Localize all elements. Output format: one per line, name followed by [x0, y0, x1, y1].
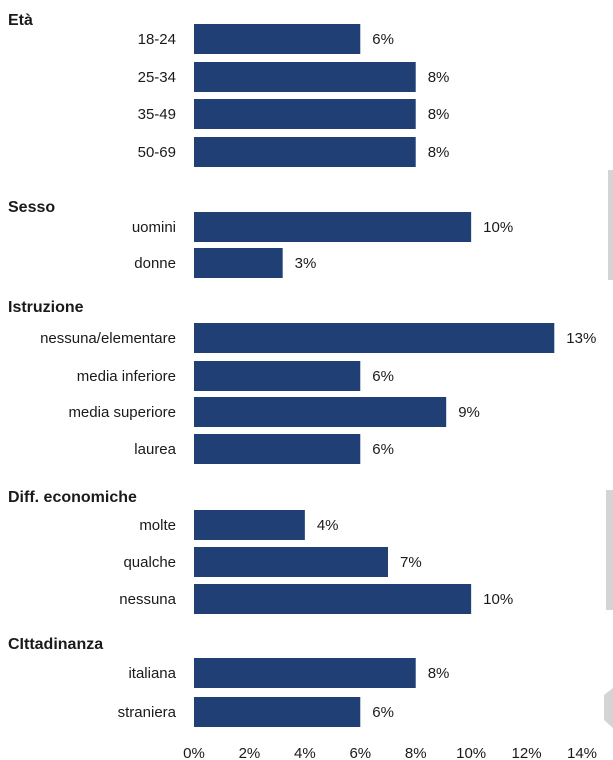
bar-group: CIttadinanza italiana 8% straniera 6% — [8, 636, 449, 727]
category-label: molte — [139, 517, 176, 534]
category-label: 25-34 — [138, 69, 176, 86]
x-tick-label: 6% — [349, 745, 371, 760]
x-tick-label: 14% — [567, 745, 597, 760]
bar — [194, 248, 283, 278]
category-label: nessuna/elementare — [40, 330, 176, 347]
category-label: straniera — [118, 704, 177, 721]
category-label: donne — [134, 255, 176, 272]
data-label: 6% — [372, 31, 394, 48]
bar — [194, 584, 472, 614]
x-tick-label: 0% — [183, 745, 205, 760]
x-axis: 0% 2% 4% 6% 8% 10% 12% 14% — [183, 745, 597, 760]
category-label: 18-24 — [138, 31, 176, 48]
data-label: 6% — [372, 368, 394, 385]
bar-group: Sesso uomini 10% donne 3% — [8, 199, 513, 278]
group-title: CIttadinanza — [8, 636, 103, 653]
bar — [194, 397, 447, 427]
bar — [194, 323, 555, 353]
x-tick-label: 10% — [456, 745, 486, 760]
group-title: Diff. economiche — [8, 489, 137, 506]
data-label: 8% — [428, 69, 450, 86]
bar — [194, 137, 416, 167]
category-label: uomini — [132, 219, 176, 236]
x-tick-label: 12% — [512, 745, 542, 760]
data-label: 7% — [400, 554, 422, 571]
data-label: 9% — [458, 404, 480, 421]
decoration-shape — [604, 688, 613, 728]
bar — [194, 24, 361, 54]
bar — [194, 697, 361, 727]
bar — [194, 361, 361, 391]
decoration-shape — [606, 490, 613, 610]
data-label: 13% — [566, 330, 596, 347]
background-decoration — [604, 170, 613, 728]
data-label: 8% — [428, 144, 450, 161]
bar — [194, 658, 416, 688]
x-tick-label: 4% — [294, 745, 316, 760]
bar — [194, 62, 416, 92]
x-tick-label: 2% — [239, 745, 261, 760]
data-label: 3% — [295, 255, 317, 272]
category-label: media superiore — [68, 404, 176, 421]
group-title: Istruzione — [8, 299, 84, 316]
category-label: media inferiore — [77, 368, 176, 385]
bar — [194, 434, 361, 464]
category-label: italiana — [128, 665, 176, 682]
data-label: 10% — [483, 219, 513, 236]
bar — [194, 212, 472, 242]
group-title: Sesso — [8, 199, 55, 216]
x-tick-label: 8% — [405, 745, 427, 760]
category-label: nessuna — [119, 591, 176, 608]
category-label: 35-49 — [138, 106, 176, 123]
category-label: 50-69 — [138, 144, 176, 161]
data-label: 8% — [428, 665, 450, 682]
category-label: qualche — [123, 554, 176, 571]
bar-group: Età 18-24 6% 25-34 8% 35-49 8% 50-69 8% — [8, 12, 449, 167]
data-label: 4% — [317, 517, 339, 534]
chart-groups: Età 18-24 6% 25-34 8% 35-49 8% 50-69 8% Sesso uomi… — [8, 12, 596, 727]
group-title: Età — [8, 12, 33, 29]
bar — [194, 510, 305, 540]
category-label: laurea — [134, 441, 176, 458]
bar-group: Istruzione nessuna/elementare 13% media inf… — [8, 299, 596, 464]
data-label: 10% — [483, 591, 513, 608]
bar — [194, 547, 388, 577]
data-label: 6% — [372, 441, 394, 458]
decoration-shape — [608, 170, 613, 280]
data-label: 8% — [428, 106, 450, 123]
data-label: 6% — [372, 704, 394, 721]
bar — [194, 99, 416, 129]
